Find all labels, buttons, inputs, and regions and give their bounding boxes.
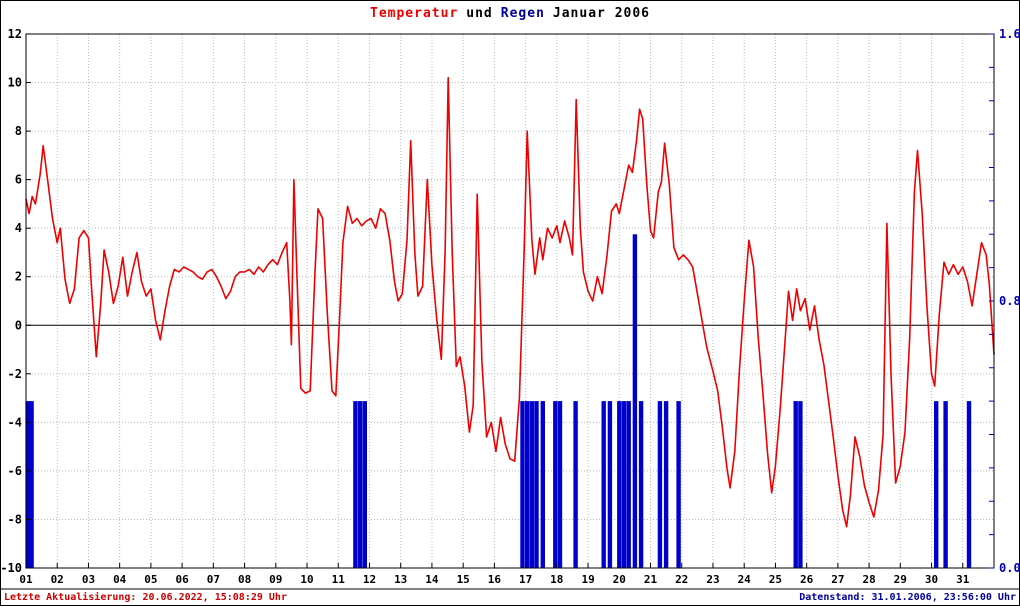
rain-bar [601, 401, 606, 568]
svg-text:-2: -2 [8, 367, 22, 381]
svg-text:12: 12 [363, 573, 376, 586]
rain-bar [621, 401, 627, 568]
title-regen: Regen [500, 6, 545, 21]
svg-text:25: 25 [769, 573, 782, 586]
svg-text:8: 8 [15, 124, 22, 138]
plot-border [25, 33, 995, 569]
axis-ticks [25, 33, 995, 569]
rain-bar [663, 401, 669, 568]
rain-bar [934, 401, 939, 568]
svg-text:-4: -4 [8, 415, 22, 429]
svg-text:18: 18 [550, 573, 563, 586]
rain-bar [520, 401, 525, 568]
rain-bar [529, 401, 535, 568]
rain-bar [626, 401, 631, 568]
rain-bar [25, 401, 30, 568]
right-axis-labels: 0.0 0.8 1.6 [999, 27, 1020, 575]
x-axis-labels: 01 02 03 04 05 06 07 08 09 10 11 12 13 14 15 16 17 18 19 20… [19, 573, 969, 586]
svg-text:07: 07 [207, 573, 220, 586]
svg-text:22: 22 [675, 573, 688, 586]
rain-bar [540, 401, 545, 568]
svg-text:05: 05 [144, 573, 157, 586]
svg-text:30: 30 [925, 573, 938, 586]
rain-bar [657, 401, 663, 568]
svg-text:17: 17 [519, 573, 532, 586]
svg-text:16: 16 [488, 573, 502, 586]
grid-lines [26, 34, 994, 568]
svg-text:10: 10 [300, 573, 313, 586]
svg-text:08: 08 [238, 573, 251, 586]
chart-title: Temperatur und Regen Januar 2006 [1, 6, 1019, 21]
rain-bar [362, 401, 367, 568]
svg-text:14: 14 [425, 573, 439, 586]
rain-bar [525, 401, 530, 568]
svg-text:12: 12 [8, 27, 22, 41]
title-period: Januar 2006 [552, 6, 650, 21]
svg-text:21: 21 [644, 573, 658, 586]
svg-text:26: 26 [800, 573, 814, 586]
svg-text:15: 15 [457, 573, 470, 586]
svg-text:19: 19 [581, 573, 594, 586]
svg-text:20: 20 [613, 573, 626, 586]
rain-bars [25, 234, 972, 569]
svg-text:24: 24 [738, 573, 752, 586]
svg-text:1.6: 1.6 [999, 27, 1020, 41]
rain-bar [534, 401, 539, 568]
rain-bar [798, 401, 803, 568]
svg-text:01: 01 [19, 573, 33, 586]
rain-bar [676, 401, 681, 568]
svg-text:-10: -10 [1, 561, 22, 575]
svg-text:27: 27 [831, 573, 844, 586]
svg-text:0.0: 0.0 [999, 561, 1020, 575]
svg-text:2: 2 [15, 270, 22, 284]
last-update-text: Letzte Aktualisierung: 20.06.2022, 15:08… [4, 592, 287, 603]
temperature-line [25, 76, 995, 528]
svg-text:6: 6 [15, 173, 22, 187]
title-und: und [466, 6, 493, 21]
title-temperatur: Temperatur [370, 6, 459, 21]
svg-text:02: 02 [51, 573, 64, 586]
svg-text:09: 09 [269, 573, 282, 586]
rain-bar [617, 401, 622, 568]
svg-text:0: 0 [15, 318, 22, 332]
rain-bar [29, 401, 34, 568]
svg-text:31: 31 [956, 573, 970, 586]
svg-text:11: 11 [332, 573, 346, 586]
rain-bar [966, 401, 972, 568]
svg-text:28: 28 [862, 573, 875, 586]
svg-text:23: 23 [706, 573, 719, 586]
rain-bar [632, 234, 638, 569]
rain-bar [353, 401, 358, 568]
svg-text:0.8: 0.8 [999, 294, 1020, 308]
svg-text:03: 03 [82, 573, 95, 586]
svg-text:-6: -6 [8, 464, 22, 478]
svg-text:4: 4 [15, 221, 22, 235]
rain-bar [793, 401, 798, 568]
rain-bar [573, 401, 578, 568]
svg-text:06: 06 [175, 573, 189, 586]
svg-text:13: 13 [394, 573, 407, 586]
svg-text:29: 29 [894, 573, 907, 586]
rain-bar [943, 401, 948, 568]
rain-bar [557, 401, 563, 568]
data-timestamp-text: Datenstand: 31.01.2006, 23:56:00 Uhr [799, 592, 1016, 603]
svg-text:04: 04 [113, 573, 127, 586]
rain-bar [357, 401, 363, 568]
rain-bar [553, 401, 558, 568]
left-axis-labels: 12 10 8 6 4 2 0 -2 -4 -6 -8 -10 [1, 27, 22, 575]
svg-text:-8: -8 [8, 512, 22, 526]
chart-footer: Letzte Aktualisierung: 20.06.2022, 15:08… [4, 592, 1016, 603]
rain-bar [607, 401, 613, 568]
svg-text:10: 10 [8, 76, 22, 90]
rain-bar [638, 401, 644, 568]
